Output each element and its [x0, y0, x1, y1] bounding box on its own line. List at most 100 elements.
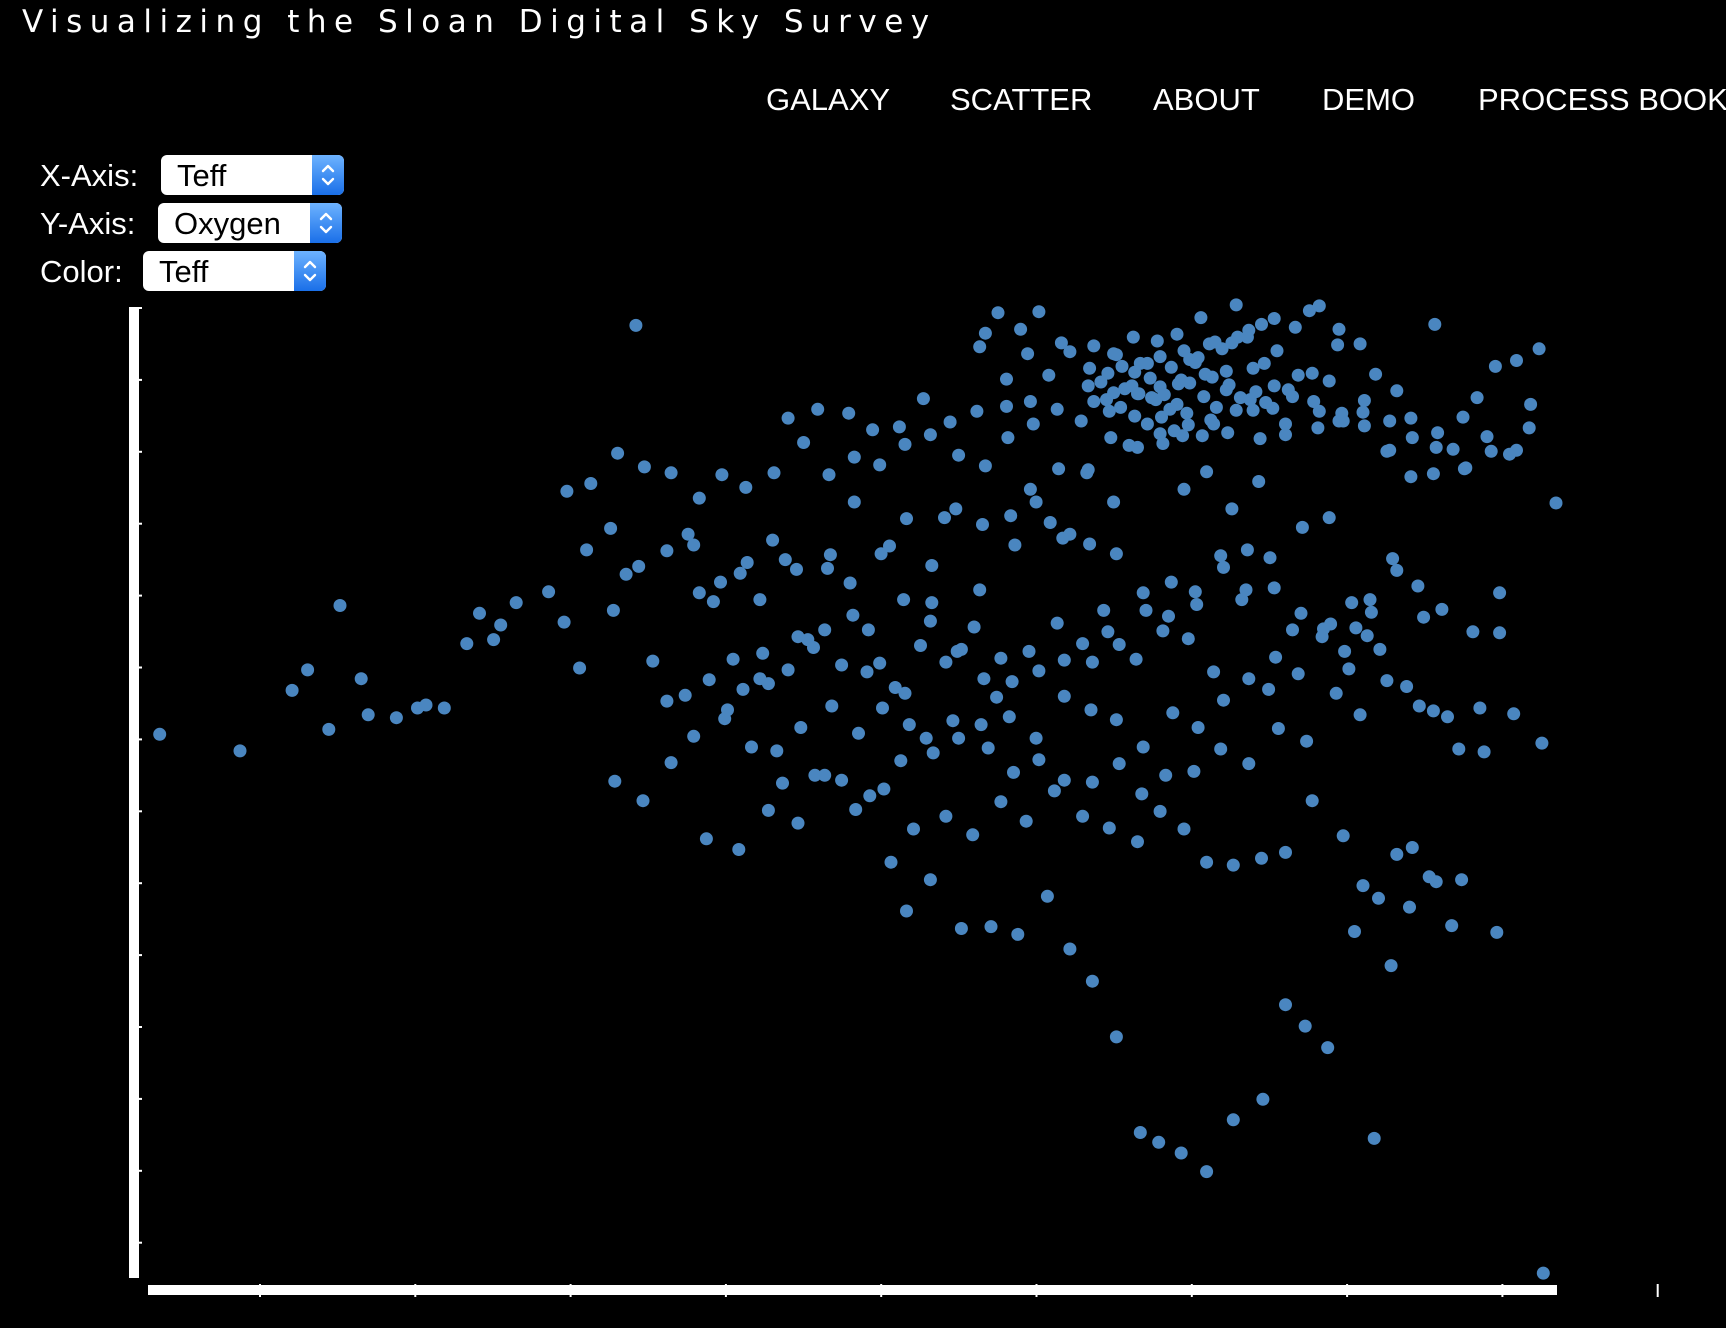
scatter-point	[1101, 366, 1115, 380]
nav-scatter[interactable]: SCATTER	[950, 82, 1093, 117]
color-label: Color:	[40, 254, 123, 289]
scatter-point	[1102, 821, 1116, 835]
scatter-point	[419, 698, 433, 712]
y-axis-select-value: Oxygen	[174, 206, 281, 241]
scatter-point	[1085, 974, 1099, 988]
scatter-point	[1441, 710, 1454, 724]
scatter-point	[1214, 549, 1228, 563]
app-title: Visualizing the Sloan Digital Sky Survey	[22, 4, 937, 40]
scatter-point	[974, 718, 988, 732]
scatter-point	[714, 575, 727, 589]
scatter-point	[1256, 1092, 1270, 1106]
scatter-point	[898, 437, 912, 451]
scatter-point	[994, 651, 1008, 665]
scatter-point	[1057, 653, 1071, 667]
scatter-point	[1150, 334, 1164, 348]
x-axis-select[interactable]: Teff	[161, 155, 344, 195]
scatter-point	[1005, 675, 1019, 689]
scatter-point	[822, 468, 836, 482]
scatter-point	[1221, 426, 1235, 440]
scatter-point	[811, 402, 825, 416]
nav-process-book[interactable]: PROCESS BOOK	[1478, 82, 1726, 117]
scatter-point	[1446, 442, 1460, 456]
scatter-point	[1329, 686, 1343, 700]
scatter-point	[1445, 919, 1459, 933]
x-axis-label: X-Axis:	[40, 158, 139, 193]
scatter-point	[542, 585, 556, 599]
scatter-point	[1386, 552, 1400, 566]
scatter-point	[1136, 740, 1150, 754]
scatter-point	[681, 527, 695, 541]
scatter-point	[1349, 621, 1363, 635]
scatter-point	[1286, 623, 1299, 637]
scatter-point	[1087, 339, 1101, 353]
scatter-point	[1522, 421, 1536, 435]
scatter-point	[687, 538, 701, 552]
scatter-point	[1219, 364, 1233, 378]
scatter-point	[1000, 399, 1013, 413]
scatter-point	[1131, 440, 1144, 454]
scatter-point	[1043, 516, 1057, 529]
scatter-point	[1094, 375, 1108, 389]
nav-galaxy[interactable]: GALAXY	[766, 82, 891, 117]
scatter-point	[1215, 342, 1229, 356]
scatter-point	[1302, 304, 1316, 318]
scatter-point	[852, 726, 865, 740]
scatter-point	[1156, 624, 1170, 638]
y-axis-select[interactable]: Oxygen	[158, 203, 342, 243]
scatter-point	[849, 803, 863, 816]
scatter-point	[1014, 322, 1028, 336]
scatter-point	[740, 556, 754, 569]
scatter-point	[973, 340, 987, 354]
scatter-point	[1252, 475, 1266, 488]
scatter-point	[753, 593, 767, 607]
scatter-point	[664, 756, 678, 770]
scatter-point	[1452, 742, 1466, 756]
scatter-point	[818, 768, 832, 782]
scatter-point	[1493, 626, 1507, 640]
scatter-point	[664, 466, 678, 480]
scatter-point	[1428, 317, 1442, 331]
scatter-point	[1063, 345, 1077, 359]
color-select[interactable]: Teff	[143, 251, 326, 291]
scatter-point	[1200, 855, 1214, 869]
scatter-points	[153, 298, 1563, 1280]
scatter-point	[636, 794, 650, 808]
scatter-point	[1356, 879, 1370, 893]
scatter-point	[874, 547, 888, 561]
scatter-point	[1207, 417, 1221, 431]
nav-demo[interactable]: DEMO	[1322, 82, 1415, 117]
scatter-point	[692, 491, 706, 505]
scatter-point	[977, 672, 991, 686]
scatter-point	[1109, 547, 1123, 561]
scatter-point	[1132, 387, 1146, 401]
scatter-point	[1363, 593, 1377, 607]
scatter-point	[1279, 998, 1292, 1012]
scatter-point	[1279, 428, 1292, 442]
scatter-point	[825, 699, 839, 713]
scatter-point	[994, 795, 1008, 809]
scatter-point	[1532, 342, 1546, 356]
scatter-point	[584, 477, 598, 490]
scatter-point	[1380, 444, 1394, 458]
scatter-point	[1008, 538, 1022, 552]
scatter-point	[1167, 424, 1181, 438]
scatter-point	[790, 562, 803, 576]
scatter-point	[1164, 575, 1178, 589]
scatter-point	[1357, 394, 1371, 407]
scatter-point	[1240, 543, 1254, 557]
scatter-point	[1267, 312, 1281, 325]
scatter-point	[1431, 426, 1445, 440]
scatter-point	[1200, 465, 1214, 479]
scatter-point	[1177, 822, 1191, 836]
scatter-point	[1170, 397, 1184, 411]
scatter-point	[646, 654, 660, 668]
scatter-point	[604, 521, 618, 535]
nav-about[interactable]: ABOUT	[1153, 82, 1260, 117]
scatter-point	[1056, 531, 1070, 545]
scatter-point	[1190, 598, 1204, 611]
scatter-point	[1229, 298, 1243, 312]
scatter-point	[1331, 338, 1345, 352]
scatter-point	[1321, 1041, 1335, 1055]
